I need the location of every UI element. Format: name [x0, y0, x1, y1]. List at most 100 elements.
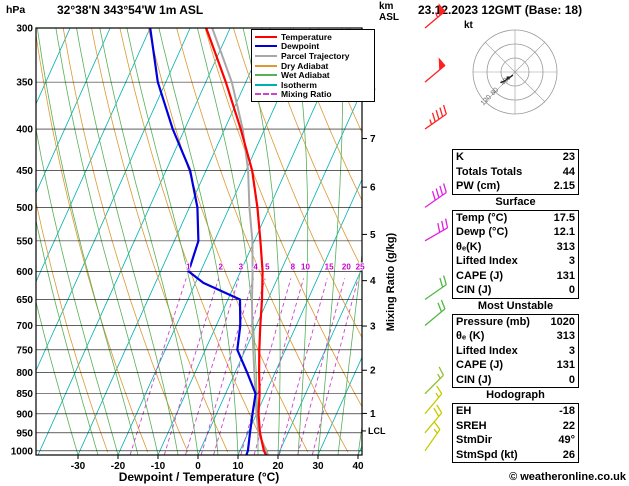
plot-frame — [35, 27, 363, 456]
wind-barb — [424, 366, 444, 395]
lcl-label: LCL — [368, 426, 386, 436]
wind-barb — [424, 3, 446, 29]
svg-text:20: 20 — [272, 461, 284, 472]
svg-text:-20: -20 — [111, 461, 126, 472]
wet-adiabat-line-swatch — [255, 74, 277, 77]
svg-text:2: 2 — [219, 262, 224, 271]
legend-item-temperature: Temperature — [255, 32, 371, 42]
svg-text:300: 300 — [16, 24, 33, 35]
svg-text:950: 950 — [16, 428, 33, 439]
svg-text:25: 25 — [356, 262, 365, 271]
temperature-tick-labels: -30 -20 -10 0 10 20 30 40 — [71, 455, 364, 472]
wind-barb — [424, 104, 447, 130]
hodograph-box: EH -18 SREH 22 StmDir 49° StmSpd (kt) 26 — [452, 403, 579, 463]
table-row: StmSpd (kt) 26 — [456, 448, 575, 461]
svg-text:1: 1 — [370, 409, 376, 420]
legend-box: Temperature Dewpoint Parcel Trajectory D… — [251, 29, 375, 103]
table-row: CAPE (J) 131 — [456, 359, 575, 371]
wind-barb — [424, 57, 446, 83]
table-row: SREH 22 — [456, 419, 575, 432]
legend-item-wet-adiabat: Wet Adiabat — [255, 70, 371, 80]
svg-text:40: 40 — [352, 461, 364, 472]
svg-text:550: 550 — [16, 236, 33, 247]
svg-text:-10: -10 — [151, 461, 166, 472]
wind-barb — [424, 385, 443, 415]
legend-label: Wet Adiabat — [281, 70, 330, 81]
table-row: StmDir 49° — [456, 434, 575, 446]
svg-text:15: 15 — [325, 262, 334, 271]
x-axis-label: Dewpoint / Temperature (°C) — [119, 470, 280, 484]
svg-text:0: 0 — [195, 461, 201, 472]
svg-text:30: 30 — [312, 461, 324, 472]
wind-barb — [424, 183, 447, 208]
svg-text:1000: 1000 — [11, 446, 34, 457]
table-row: Pressure (mb) 1020 — [456, 315, 575, 328]
table-row: PW (cm) 2.15 — [456, 180, 575, 192]
legend-label: Temperature — [281, 31, 332, 42]
surface-section-header: Surface — [495, 195, 536, 208]
asl-label: ASL — [379, 12, 399, 23]
wind-barb-column — [424, 3, 449, 452]
legend-item-dry-adiabat: Dry Adiabat — [255, 61, 371, 71]
legend-item-dewpoint: Dewpoint — [255, 41, 371, 52]
svg-text:450: 450 — [16, 166, 33, 177]
altitude-axis-unit-label: km ASL — [379, 1, 399, 23]
hodograph-unit-label: kt — [464, 20, 474, 31]
table-row: Dewp (°C) 12.1 — [456, 226, 575, 238]
dewpoint-curve — [149, 28, 257, 455]
svg-text:7: 7 — [370, 134, 376, 145]
svg-text:900: 900 — [16, 409, 33, 420]
km-label: km — [379, 1, 394, 12]
svg-text:4: 4 — [370, 276, 376, 287]
station-title: 32°38'N 343°54'W 1m ASL — [57, 3, 204, 17]
run-datetime: 23.12.2023 12GMT (Base: 18) — [418, 3, 583, 17]
wind-barb — [424, 218, 449, 242]
svg-text:350: 350 — [16, 78, 33, 89]
table-row: Lifted Index 3 — [456, 344, 575, 357]
svg-text:5: 5 — [265, 262, 270, 271]
mixing-ratio-axis-label: Mixing Ratio (g/kg) — [385, 232, 397, 331]
table-row: EH -18 — [456, 405, 575, 417]
svg-text:1: 1 — [186, 262, 191, 271]
wet-adiabats — [36, 28, 362, 455]
hodograph-section-header: Hodograph — [486, 389, 545, 401]
table-row: Totals Totals 44 — [456, 165, 575, 178]
legend-label: Parcel Trajectory — [281, 50, 350, 61]
wind-barb — [424, 421, 441, 452]
legend-label: Isotherm — [281, 79, 317, 90]
km-axis: 12345678LCL — [362, 84, 386, 436]
dry-adiabats — [36, 28, 362, 453]
svg-text:3: 3 — [370, 322, 376, 333]
most-unstable-section-header: Most Unstable — [477, 299, 554, 312]
surface-box: Temp (°C) 17.5 Dewp (°C) 12.1 θₑ(K) 313 Lif… — [452, 209, 579, 299]
table-row: CAPE (J) 131 — [456, 269, 575, 282]
parcel-line-swatch — [255, 54, 277, 57]
svg-text:8: 8 — [291, 262, 296, 271]
table-row: Lifted Index 3 — [456, 255, 575, 267]
svg-text:6: 6 — [370, 183, 376, 194]
svg-text:4: 4 — [253, 262, 258, 271]
svg-text:5: 5 — [370, 230, 376, 241]
storm-motion-marker — [506, 76, 510, 80]
svg-text:850: 850 — [16, 389, 33, 400]
svg-text:3: 3 — [239, 262, 244, 271]
general-indices-box: K 23 Totals Totals 44 PW (cm) 2.15 — [452, 149, 579, 195]
hodograph-ring-label: 80 — [490, 87, 501, 98]
table-row: K 23 — [456, 151, 575, 163]
svg-text:-30: -30 — [71, 461, 86, 472]
svg-text:20: 20 — [342, 262, 351, 271]
dewpoint-line-swatch — [255, 45, 277, 48]
sounding-curves — [149, 28, 269, 455]
hodograph-grid — [472, 29, 558, 115]
table-row: θₑ(K) 313 — [456, 240, 575, 253]
mixing-ratio-line-swatch — [255, 93, 277, 96]
legend-label: Dewpoint — [281, 41, 320, 52]
mixing-ratio-value-labels: 1 2 3 4 5 8 10 15 20 25 — [185, 261, 366, 272]
wind-barb — [424, 299, 446, 327]
table-row: CIN (J) 0 — [456, 373, 575, 386]
svg-text:2: 2 — [370, 366, 376, 377]
table-row: θₑ (K) 313 — [456, 330, 575, 342]
svg-text:500: 500 — [16, 203, 33, 214]
hodograph-ring-label: 40 — [500, 77, 511, 88]
wind-barb — [424, 275, 447, 301]
